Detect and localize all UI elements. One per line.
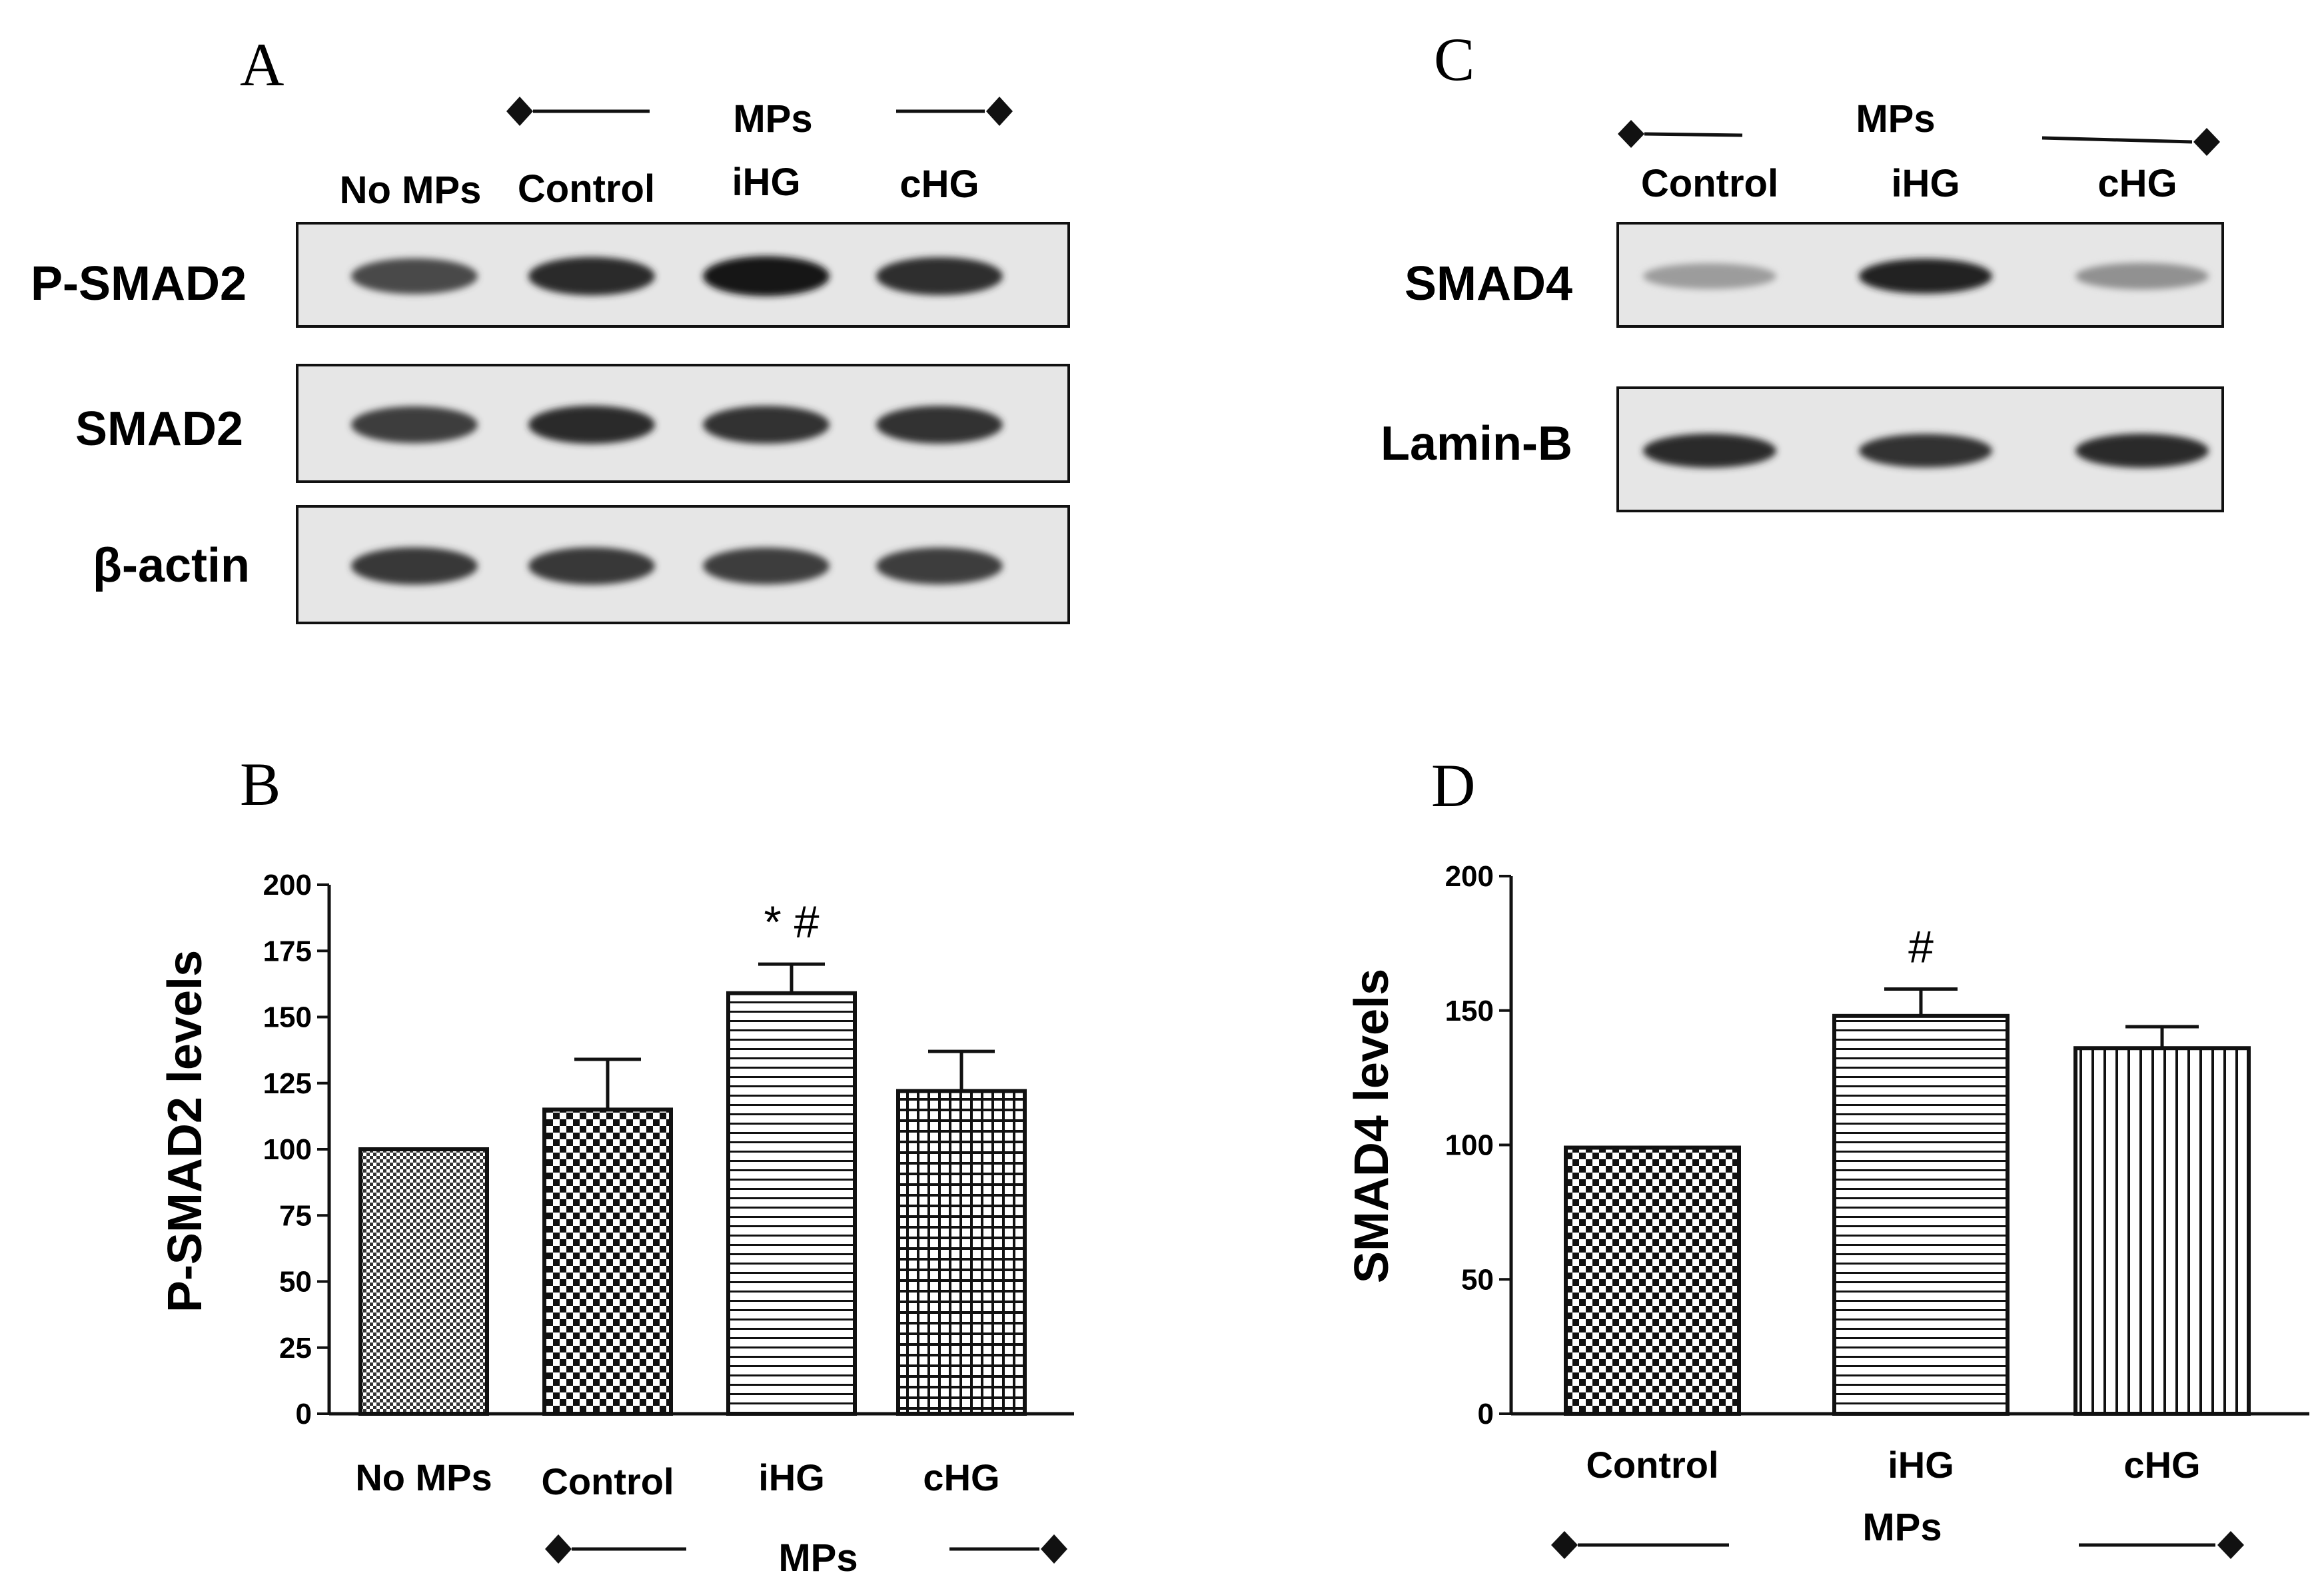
- diamond-marker-left: [506, 97, 533, 126]
- blot-c-group-bracket: MPs: [1618, 97, 2220, 156]
- blot-band: [351, 547, 478, 585]
- diamond-marker-left: [545, 1534, 572, 1564]
- x-tick-label: cHG: [2123, 1444, 2200, 1486]
- chart-d-plot: 0 50 100 150 200 Control iHG # cHG: [1445, 860, 2309, 1486]
- lane-label: iHG: [1891, 162, 1960, 205]
- blot-band: [528, 405, 655, 444]
- bracket-line-right: [2041, 136, 2193, 144]
- diamond-marker-left: [1618, 120, 1644, 148]
- chart-b-group-bracket: MPs: [545, 1534, 1067, 1575]
- blot-band: [351, 406, 478, 444]
- x-tick-label: Control: [1586, 1444, 1718, 1486]
- blot-band: [1643, 433, 1776, 468]
- blot-band: [876, 547, 1003, 585]
- blot-c-group-label: MPs: [1856, 97, 1935, 141]
- blot-c-membranes: [1616, 222, 2224, 512]
- lane-label: cHG: [899, 163, 979, 206]
- blot-band: [528, 547, 655, 585]
- y-tick-label: 175: [263, 935, 312, 967]
- bar: [358, 1147, 489, 1416]
- bar: [1832, 1013, 2010, 1416]
- x-tick-label: Control: [541, 1460, 674, 1502]
- blot-a-group-label: MPs: [733, 97, 812, 141]
- blot-band: [351, 258, 478, 294]
- diamond-marker-right: [986, 97, 1013, 126]
- x-tick-label: cHG: [923, 1456, 999, 1498]
- y-tick-label: 50: [279, 1266, 312, 1299]
- x-tick-label: iHG: [758, 1456, 825, 1498]
- blot-band: [1859, 259, 1992, 294]
- blot-a-group-bracket: MPs: [506, 97, 1013, 141]
- panel-label-a: A: [240, 31, 284, 99]
- y-tick-label: 50: [1461, 1263, 1494, 1296]
- protein-label: SMAD2: [75, 402, 243, 456]
- panel-label-d: D: [1431, 752, 1475, 819]
- blot-a: MPs No MPs Control iHG cHG P-SMAD2 SMAD2…: [31, 97, 1070, 624]
- protein-label: P-SMAD2: [31, 257, 247, 310]
- blot-band: [876, 406, 1003, 444]
- y-tick-label: 25: [279, 1332, 312, 1364]
- x-tick-label: No MPs: [355, 1456, 492, 1498]
- lane-label: iHG: [732, 161, 800, 204]
- blot-band: [2075, 262, 2209, 290]
- protein-label: β-actin: [93, 539, 250, 592]
- chart-b-plot: 0 25 50 75 100 125 150 175 200 No MPs Control iHG * …: [263, 869, 1074, 1502]
- blot-band: [703, 547, 830, 585]
- y-axis-label: P-SMAD2 levels: [159, 950, 212, 1312]
- y-axis-label: SMAD4 levels: [1345, 969, 1399, 1283]
- chart-b: 0 25 50 75 100 125 150 175 200 No MPs Control iHG * …: [159, 869, 1074, 1575]
- diamond-marker-left: [1551, 1531, 1578, 1559]
- y-tick-label: 0: [1478, 1398, 1494, 1430]
- blot-band: [2075, 433, 2209, 468]
- blot-band: [703, 406, 830, 444]
- chart-b-group-label: MPs: [778, 1536, 858, 1575]
- blot-band: [1859, 434, 1992, 468]
- diamond-marker-right: [2217, 1531, 2244, 1559]
- bracket-line-left: [1644, 132, 1743, 137]
- chart-d-group-bracket: MPs: [1551, 1506, 2244, 1559]
- bar: [726, 991, 857, 1416]
- bar: [896, 1089, 1027, 1416]
- lane-label: Control: [518, 167, 655, 211]
- y-tick-label: 0: [296, 1398, 312, 1430]
- panel-label-b: B: [240, 750, 281, 818]
- diamond-marker-right: [1041, 1534, 1067, 1564]
- y-tick-label: 200: [263, 869, 312, 901]
- y-tick-label: 75: [279, 1199, 312, 1232]
- lane-label: No MPs: [340, 169, 482, 212]
- significance-marker: * #: [764, 897, 819, 947]
- lane-label: Control: [1641, 162, 1778, 205]
- bar: [2073, 1046, 2251, 1416]
- y-tick-label: 100: [1445, 1129, 1494, 1162]
- bar: [1564, 1145, 1741, 1416]
- blot-band: [528, 257, 655, 296]
- significance-marker: #: [1908, 921, 1934, 972]
- bar: [542, 1107, 673, 1416]
- blot-c: MPs Control iHG cHG SMAD4 Lamin-B: [1381, 97, 2224, 512]
- blot-band: [876, 257, 1003, 296]
- x-tick-label: iHG: [1888, 1444, 1954, 1486]
- diamond-marker-right: [2193, 128, 2220, 156]
- lane-label: cHG: [2097, 162, 2177, 205]
- y-tick-label: 150: [263, 1001, 312, 1034]
- panel-label-c: C: [1434, 25, 1474, 93]
- blot-band: [703, 256, 830, 296]
- y-tick-label: 125: [263, 1067, 312, 1100]
- blot-a-membranes: [296, 222, 1070, 624]
- protein-label: Lamin-B: [1381, 417, 1572, 470]
- y-tick-label: 200: [1445, 860, 1494, 893]
- protein-label: SMAD4: [1405, 257, 1572, 310]
- y-tick-label: 150: [1445, 995, 1494, 1027]
- blot-band: [1643, 263, 1776, 289]
- chart-d-group-label: MPs: [1862, 1506, 1942, 1549]
- y-tick-label: 100: [263, 1133, 312, 1166]
